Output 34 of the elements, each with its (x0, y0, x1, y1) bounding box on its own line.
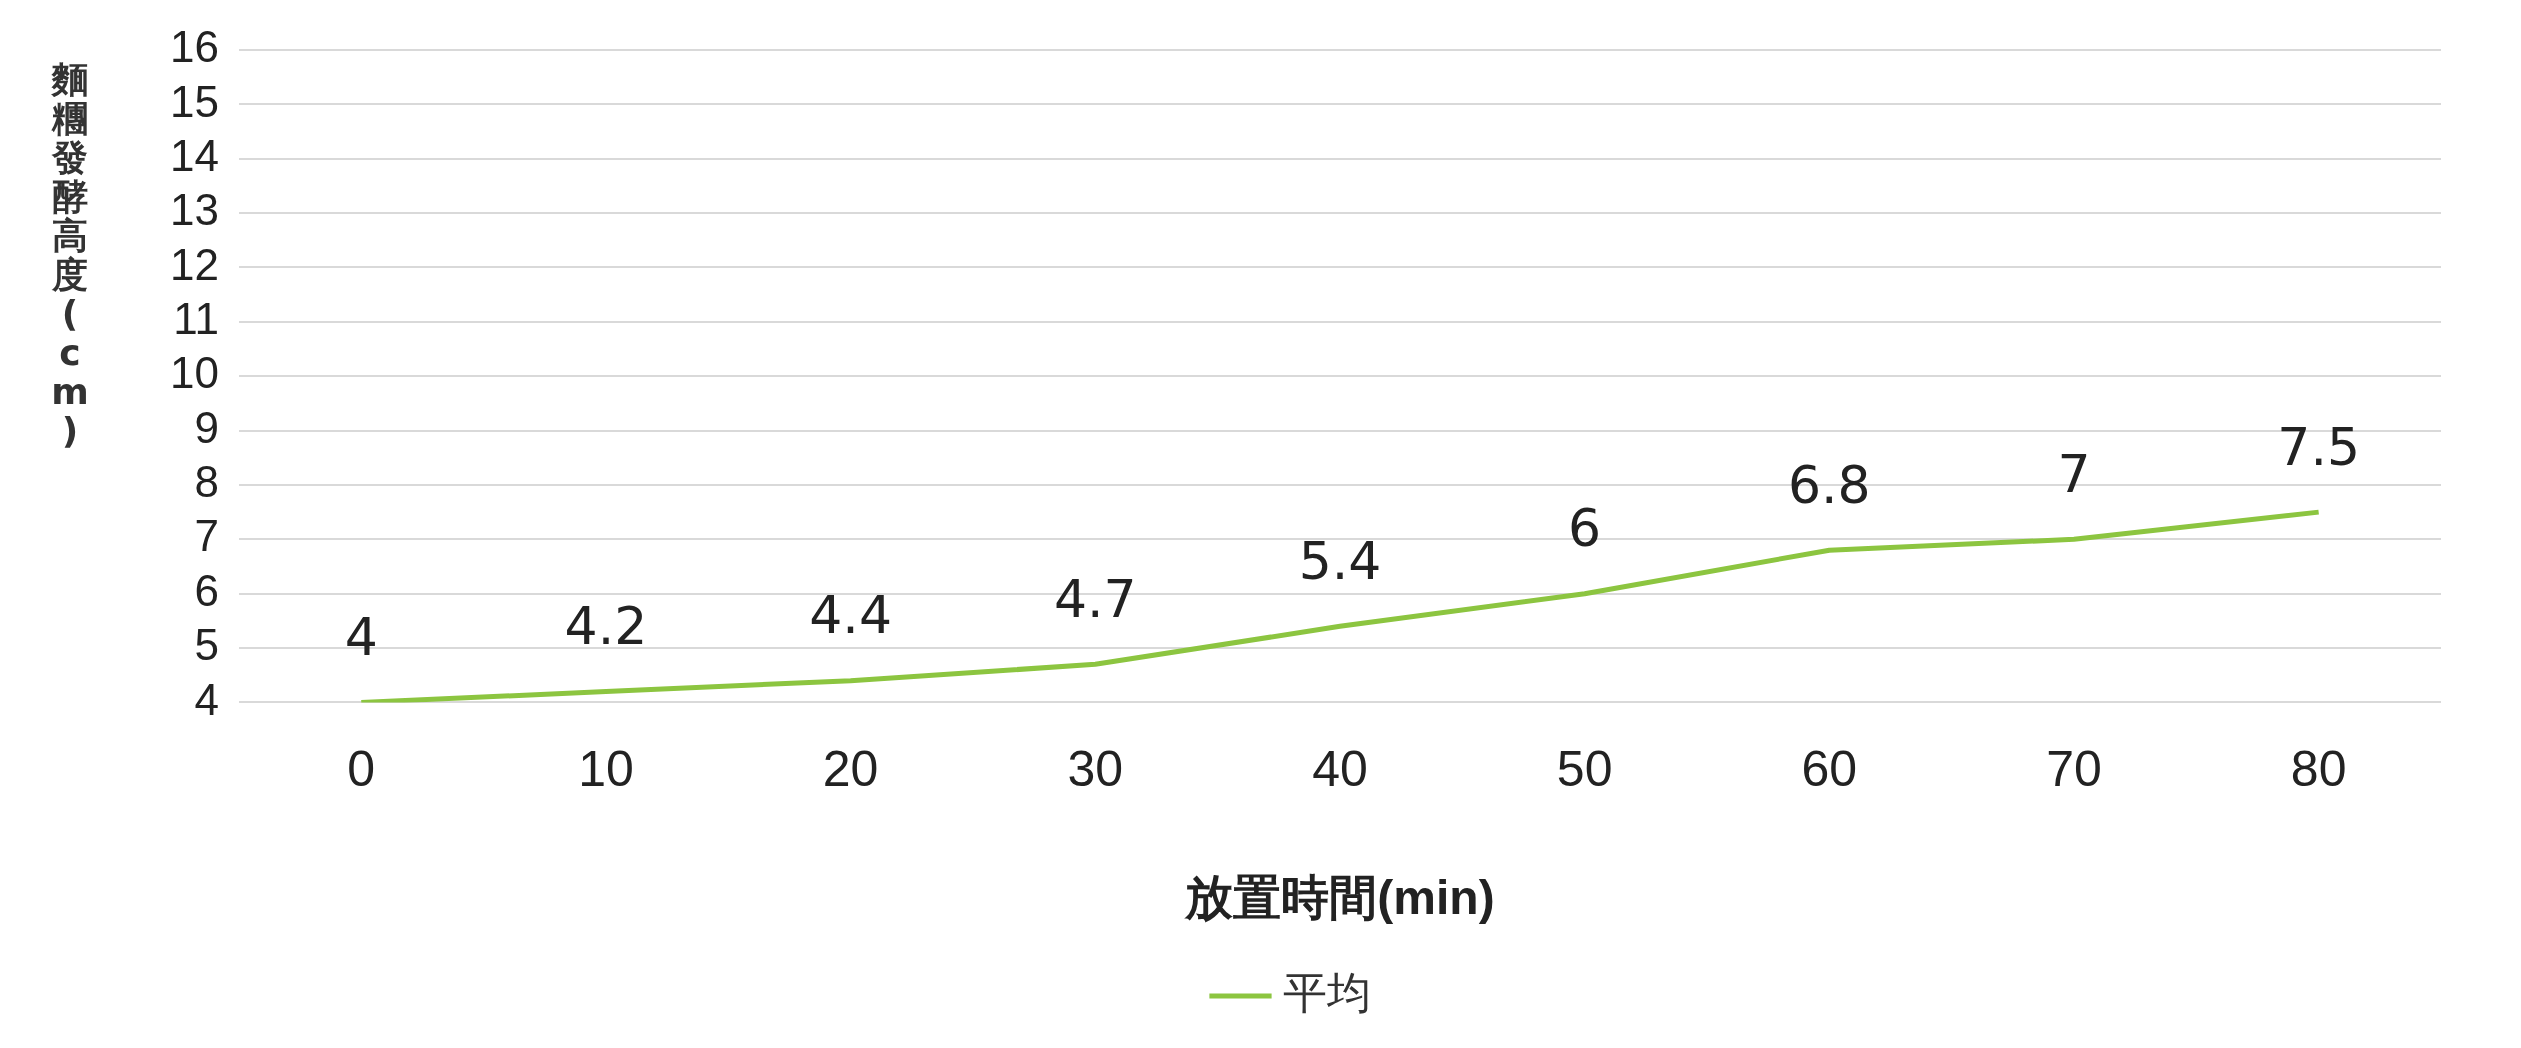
y-tick-label: 5 (194, 620, 219, 670)
y-tick-label: 13 (169, 185, 219, 235)
data-label: 4.4 (809, 585, 892, 646)
y-tick-label: 11 (173, 293, 219, 343)
y-tick-label: 15 (169, 76, 219, 126)
y-tick-label: 4 (194, 674, 219, 724)
data-label: 4 (344, 606, 378, 667)
data-label: 7 (2057, 443, 2091, 504)
x-tick-label: 10 (578, 741, 634, 798)
x-axis-title: 放置時間(min) (1184, 871, 1495, 925)
x-tick-label: 70 (2046, 741, 2102, 798)
text: 麵糰發酵高度(cm) (51, 59, 89, 451)
y-tick-label: 7 (194, 511, 219, 561)
x-tick-label: 20 (822, 741, 879, 798)
data-label: 6.8 (1787, 454, 1871, 515)
y-tick-label: 12 (169, 239, 219, 289)
data-label: 7.5 (2277, 416, 2361, 477)
y-tick-label: 9 (194, 402, 219, 452)
x-tick-label: 40 (1312, 741, 1368, 798)
y-tick-label: 6 (194, 565, 219, 615)
x-tick-label: 80 (2290, 741, 2347, 798)
data-label: 4.2 (564, 596, 648, 657)
legend-label: 平均 (1282, 968, 1371, 1018)
data-label: 4.7 (1053, 568, 1137, 629)
y-tick-label: 14 (169, 130, 219, 180)
data-label: 5.4 (1298, 530, 1382, 591)
data-label: 6 (1568, 498, 1602, 559)
y-tick-label: 8 (194, 457, 219, 507)
y-tick-label: 10 (169, 348, 219, 398)
x-tick-label: 60 (1801, 741, 1858, 798)
y-tick-label: 16 (169, 22, 219, 72)
x-tick-label: 50 (1556, 741, 1613, 798)
x-tick-label: 0 (347, 741, 376, 798)
x-tick-label: 30 (1067, 741, 1124, 798)
